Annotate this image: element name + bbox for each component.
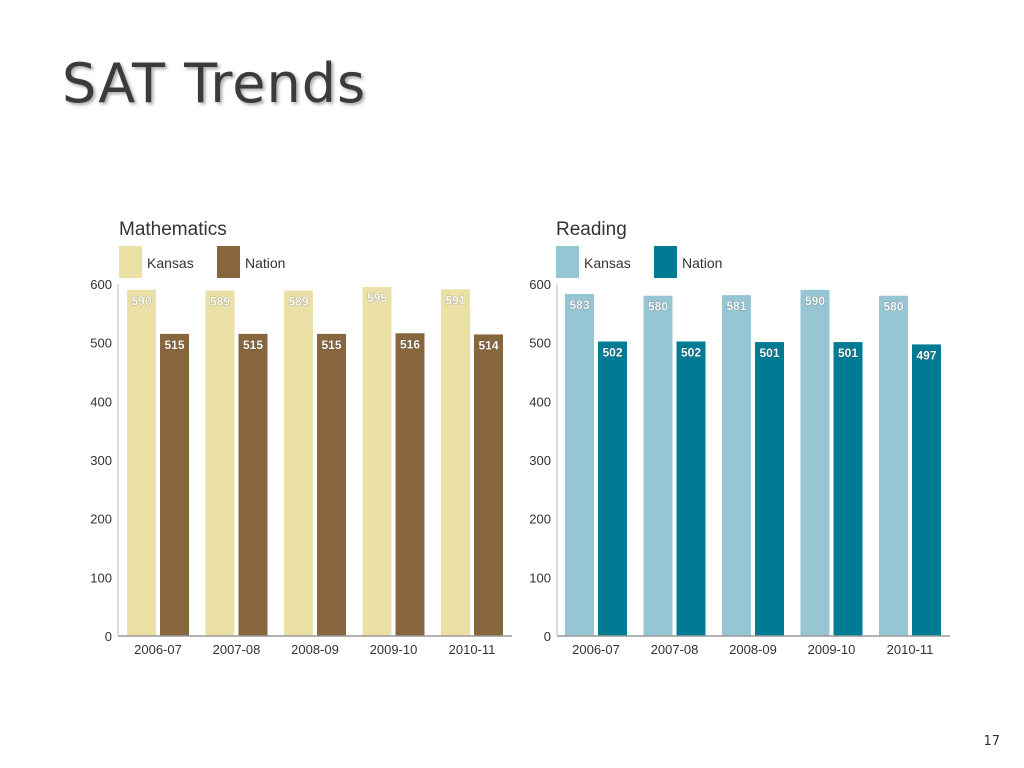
reading-chart-title: Reading bbox=[556, 219, 627, 240]
math-chart-title: Mathematics bbox=[119, 219, 227, 240]
reading-x-tick-label: 2006-07 bbox=[572, 642, 620, 657]
math-data-label-kansas: 595 bbox=[367, 291, 387, 305]
math-data-label-nation: 515 bbox=[164, 338, 184, 352]
math-bar-nation bbox=[474, 334, 503, 636]
math-legend-swatch-nation bbox=[217, 246, 240, 278]
reading-bar-kansas bbox=[565, 293, 594, 636]
math-y-tick-label: 300 bbox=[90, 453, 112, 468]
reading-bar-kansas bbox=[643, 295, 673, 636]
math-y-tick-label: 600 bbox=[90, 277, 112, 292]
reading-data-label-nation: 501 bbox=[838, 346, 858, 360]
math-bar-nation bbox=[395, 333, 425, 636]
math-legend-swatch-kansas bbox=[119, 246, 142, 278]
math-x-tick-label: 2008-09 bbox=[291, 642, 339, 657]
reading-legend-label-kansas: Kansas bbox=[584, 255, 631, 271]
math-y-tick-label: 100 bbox=[90, 570, 112, 585]
reading-bar-nation bbox=[598, 341, 627, 636]
reading-x-tick-label: 2010-11 bbox=[887, 642, 934, 657]
reading-legend-swatch-nation bbox=[654, 246, 677, 278]
reading-legend-swatch-kansas bbox=[556, 246, 579, 278]
math-legend-label-nation: Nation bbox=[245, 255, 285, 271]
math-bar-kansas bbox=[127, 289, 156, 636]
math-y-tick-label: 200 bbox=[90, 512, 112, 527]
math-bar-nation bbox=[160, 333, 189, 636]
reading-data-label-nation: 497 bbox=[916, 348, 936, 362]
math-bar-kansas bbox=[362, 286, 392, 636]
math-bar-nation bbox=[317, 333, 346, 636]
math-x-tick-label: 2009-10 bbox=[370, 642, 418, 657]
math-y-tick-label: 0 bbox=[105, 629, 112, 644]
math-y-tick-label: 400 bbox=[90, 394, 112, 409]
reading-data-label-nation: 501 bbox=[759, 346, 779, 360]
math-bar-nation bbox=[238, 333, 268, 636]
reading-data-label-kansas: 583 bbox=[569, 298, 589, 312]
reading-bar-nation bbox=[833, 342, 863, 636]
reading-legend-label-nation: Nation bbox=[682, 255, 722, 271]
reading-data-label-kansas: 590 bbox=[805, 294, 825, 308]
math-bar-kansas bbox=[205, 290, 235, 636]
math-x-tick-label: 2006-07 bbox=[134, 642, 182, 657]
reading-y-tick-label: 500 bbox=[529, 336, 551, 351]
reading-y-tick-label: 600 bbox=[529, 277, 551, 292]
math-data-label-nation: 515 bbox=[321, 338, 341, 352]
math-x-tick-label: 2010-11 bbox=[449, 642, 496, 657]
math-x-tick-label: 2007-08 bbox=[213, 642, 261, 657]
reading-bar-kansas bbox=[722, 295, 751, 636]
reading-bar-kansas bbox=[800, 289, 830, 636]
reading-y-tick-label: 400 bbox=[529, 394, 551, 409]
reading-bar-nation bbox=[676, 341, 706, 636]
reading-y-tick-label: 0 bbox=[544, 629, 551, 644]
reading-y-tick-label: 100 bbox=[529, 570, 551, 585]
math-bar-kansas bbox=[441, 289, 470, 636]
math-data-label-nation: 514 bbox=[478, 338, 498, 352]
reading-data-label-nation: 502 bbox=[681, 345, 701, 359]
reading-y-tick-label: 300 bbox=[529, 453, 551, 468]
reading-bar-kansas bbox=[879, 295, 908, 636]
reading-bar-nation bbox=[755, 342, 784, 636]
reading-data-label-kansas: 580 bbox=[648, 300, 668, 314]
reading-data-label-nation: 502 bbox=[602, 345, 622, 359]
math-data-label-kansas: 589 bbox=[288, 294, 308, 308]
reading-x-tick-label: 2009-10 bbox=[808, 642, 856, 657]
reading-data-label-kansas: 581 bbox=[726, 299, 746, 313]
math-data-label-kansas: 591 bbox=[445, 293, 465, 307]
reading-data-label-kansas: 580 bbox=[883, 300, 903, 314]
reading-x-tick-label: 2008-09 bbox=[729, 642, 777, 657]
math-bar-kansas bbox=[284, 290, 313, 636]
reading-x-tick-label: 2007-08 bbox=[651, 642, 699, 657]
reading-y-tick-label: 200 bbox=[529, 512, 551, 527]
page-number: 17 bbox=[983, 734, 1000, 749]
math-data-label-nation: 515 bbox=[243, 338, 263, 352]
math-data-label-kansas: 590 bbox=[131, 294, 151, 308]
math-data-label-nation: 516 bbox=[400, 337, 420, 351]
math-y-tick-label: 500 bbox=[90, 336, 112, 351]
reading-bar-nation bbox=[912, 344, 941, 636]
slide-title: SAT Trends bbox=[62, 52, 367, 115]
math-data-label-kansas: 589 bbox=[210, 294, 230, 308]
math-legend-label-kansas: Kansas bbox=[147, 255, 194, 271]
